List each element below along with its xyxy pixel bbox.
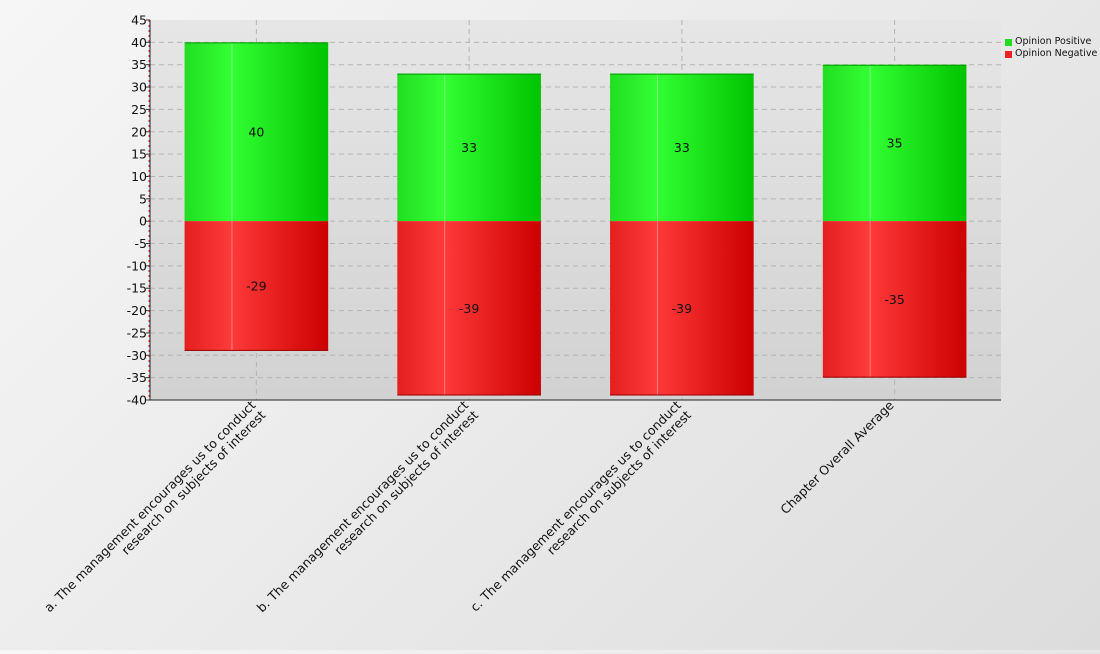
y-tick-label: -10 [127,258,147,273]
bar-negative[interactable] [184,221,329,351]
y-tick-label: 40 [131,35,147,50]
legend-item-positive[interactable]: Opinion Positive [1005,36,1097,48]
bar-layer [184,42,967,396]
x-tick-label: a. The management encourages us to condu… [41,397,268,615]
bar-negative[interactable] [610,221,754,396]
y-tick-label: -35 [127,370,147,385]
y-tick-label: 35 [131,57,147,72]
y-tick-label: -25 [127,325,147,340]
x-tick-label-line: Chapter Overall Average [777,397,897,517]
y-tick-label: 0 [139,214,147,229]
legend-label-positive: Opinion Positive [1015,36,1092,47]
data-label-positive: 33 [461,140,477,155]
x-tick-label-line: a. The management encourages us to condu… [41,397,259,615]
bar-positive[interactable] [822,64,967,222]
bar-positive[interactable] [184,42,329,222]
y-tick-label: -40 [127,393,147,408]
x-tick-label: c. The management encourages us to condu… [467,397,694,614]
x-tick-label-line: research on subjects of interest [118,407,268,557]
y-tick-label: -5 [135,236,147,251]
y-tick-label: -15 [127,281,147,296]
legend-item-negative[interactable]: Opinion Negative [1005,48,1097,60]
bar-positive[interactable] [397,73,541,222]
x-tick-label-line: b. The management encourages us to condu… [254,397,472,615]
data-label-negative: -39 [672,301,692,316]
y-tick-label: 5 [139,191,147,206]
bar-positive[interactable] [610,73,754,222]
data-label-negative: -39 [459,301,479,316]
x-tick-label-line: research on subjects of interest [544,407,694,557]
bar-negative[interactable] [822,221,967,378]
legend: Opinion Positive Opinion Negative [1005,36,1097,60]
legend-swatch-positive [1005,38,1012,46]
data-label-positive: 40 [248,124,264,139]
x-tick-label-line: c. The management encourages us to condu… [467,397,684,614]
legend-swatch-negative [1005,50,1012,58]
x-tick-label-line: research on subjects of interest [331,407,481,557]
y-tick-label: 30 [131,80,147,95]
y-tick-label: 45 [131,13,147,28]
data-label-negative: -29 [246,279,266,294]
y-tick-label: 20 [131,124,147,139]
data-label-positive: 33 [674,140,690,155]
y-tick-label: -20 [127,303,147,318]
y-tick-label: 10 [131,169,147,184]
axis-layer: 45 40 35 30 25 20 15 10 5 0 -5 -10 -15 -20 -25 -30 -35 -4… [127,13,1001,408]
data-label-positive: 35 [887,135,903,150]
bar-negative[interactable] [397,221,541,396]
data-label-negative: -35 [884,292,904,307]
y-tick-label: 25 [131,102,147,117]
legend-label-negative: Opinion Negative [1015,48,1098,59]
y-tick-label: -30 [127,348,147,363]
y-tick-label: 15 [131,147,147,162]
x-tick-label: Chapter Overall Average [777,397,897,517]
x-tick-label: b. The management encourages us to condu… [254,397,482,615]
